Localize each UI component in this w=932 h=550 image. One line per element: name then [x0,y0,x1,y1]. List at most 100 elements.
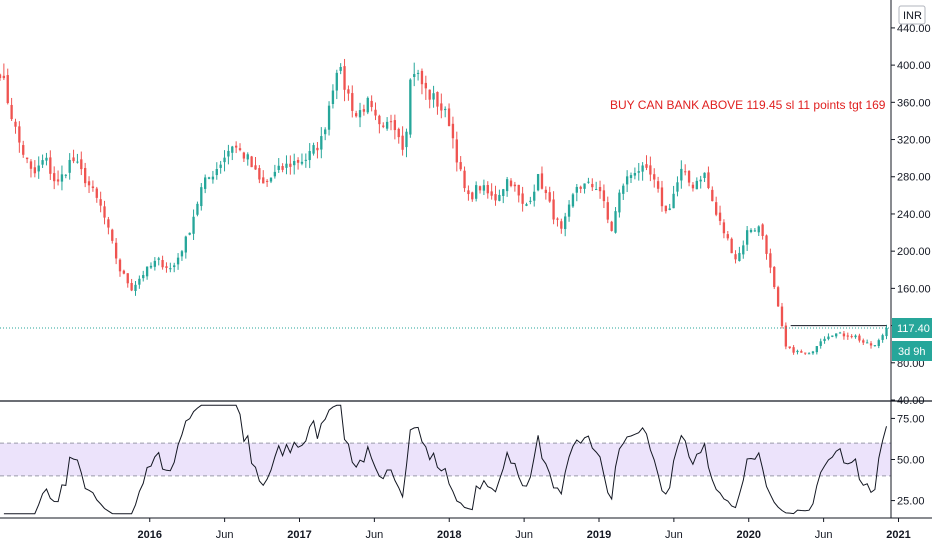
candle [796,349,799,355]
candle [815,345,818,355]
candle [629,172,633,183]
price-tick-label: 320.00 [897,135,931,147]
time-tick-label: Jun [365,529,383,541]
time-tick-label: 2016 [138,529,162,541]
candle [471,191,474,202]
candle [320,127,323,159]
candle [76,153,79,164]
candle [14,118,17,134]
candle [614,207,617,234]
candle [405,128,408,158]
candle [734,250,737,264]
candle [680,160,683,189]
candle [877,338,880,349]
candle [691,182,695,192]
last-price-label: 117.40 [897,323,930,335]
candle [413,62,416,87]
candle [598,180,602,199]
candle [293,153,296,175]
candle [138,275,141,289]
candle [571,192,575,208]
candle [513,181,517,192]
candle [49,150,52,180]
price-tick-label: 400.00 [897,60,931,72]
candle [792,345,795,355]
candle [300,153,304,166]
candle [780,302,784,329]
candle [95,186,98,203]
candle [339,63,342,75]
candle [742,240,745,259]
candle [540,166,544,190]
candle [331,84,335,109]
candle [149,262,153,270]
candle [204,174,207,194]
candle [130,278,133,292]
candle [231,145,234,161]
candle [25,157,29,164]
candle [10,97,13,121]
candle [87,176,91,194]
candle [564,212,567,237]
candle [463,166,466,192]
candle [6,68,9,105]
candle [72,149,75,164]
candle [114,238,118,265]
candle [180,249,184,261]
candle [219,160,222,174]
candle [467,185,470,201]
candle [184,235,187,259]
candle [316,142,319,159]
candle [846,332,849,340]
candle [45,152,48,166]
candle [122,269,126,275]
price-tick-label: 40.00 [897,395,925,407]
candle [436,91,439,115]
candle [575,184,578,202]
candle [583,183,586,194]
candle [649,156,652,182]
candle [374,102,377,121]
time-tick-label: 2020 [736,529,760,541]
candle [254,157,257,170]
rsi-line [3,404,887,515]
time-tick-label: 2017 [287,529,311,541]
candle [835,333,838,339]
candle [33,160,37,178]
candle [401,126,404,156]
candle [715,196,718,217]
rsi-tick-label: 75.00 [897,413,925,425]
candle [838,331,842,334]
candle [111,228,114,244]
candle [145,266,149,280]
candle [242,151,246,163]
candle [881,333,884,343]
candle [509,178,513,188]
candle [378,114,381,134]
candle [676,176,679,197]
candle [296,157,300,170]
candle [165,262,168,273]
candle [64,174,67,179]
candle [424,75,427,100]
candle [602,184,606,209]
candle [223,150,226,172]
candle [91,180,95,192]
candle [188,232,191,236]
candle [103,200,106,225]
candle [668,203,671,211]
candle [672,185,675,209]
currency-button[interactable]: INR [898,5,926,25]
candle [289,155,292,175]
candle [238,143,242,152]
candle [556,217,559,227]
candle [478,185,482,194]
candle [393,114,397,140]
candle [56,170,60,186]
candle [831,335,834,338]
candle [653,168,656,188]
candle [769,248,772,274]
candle [544,186,548,200]
